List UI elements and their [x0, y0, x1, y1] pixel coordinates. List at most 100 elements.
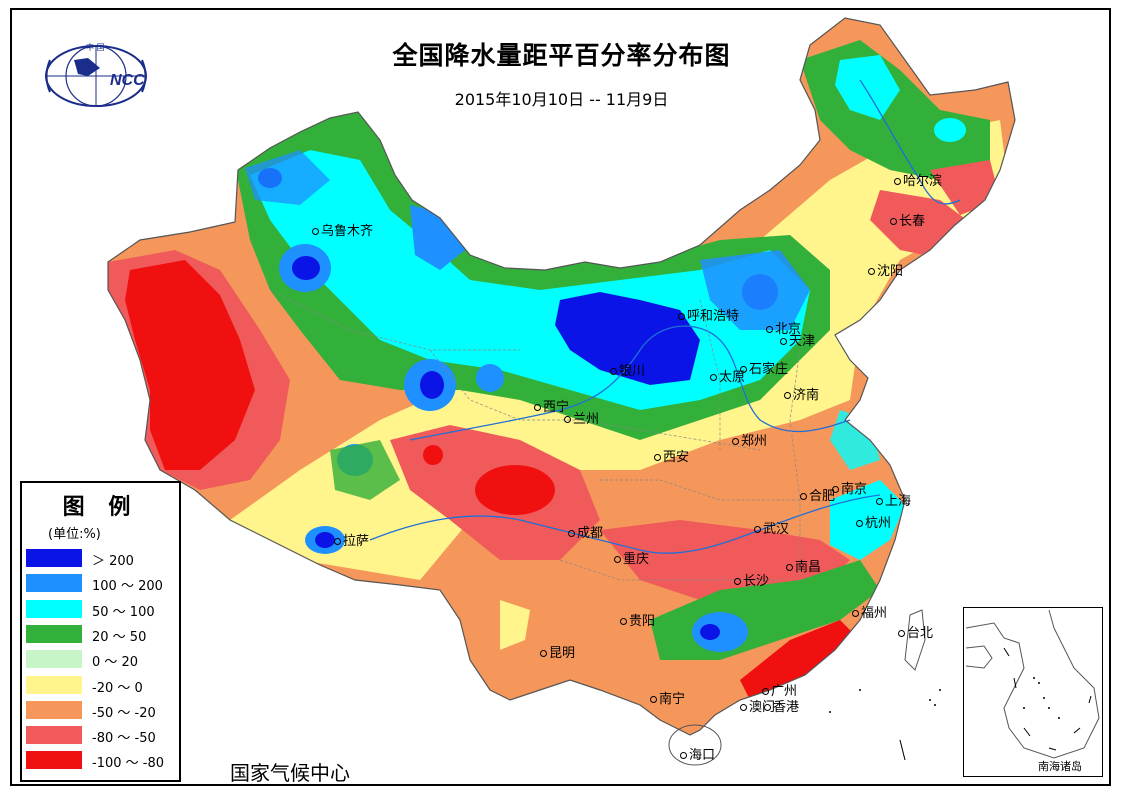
city-label: 武汉 [754, 518, 789, 537]
legend-label: -80 ～ -50 [92, 731, 156, 747]
city-name: 沈阳 [877, 264, 904, 279]
city-label: 澳门 [740, 696, 775, 715]
city-label: 长沙 [734, 570, 769, 589]
city-marker-icon [610, 368, 617, 375]
city-name: 武汉 [763, 522, 790, 537]
city-name: 北京 [775, 322, 802, 337]
map-subtitle: 2015年10月10日 -- 11月9日 [454, 90, 669, 109]
city-label: 贵阳 [620, 610, 655, 629]
legend-unit: (单位:%) [48, 527, 101, 542]
city-name: 成都 [577, 526, 604, 541]
city-marker-icon [894, 178, 901, 185]
legend-item: 20 ～ 50 [26, 624, 176, 645]
inset-label: 南海诸岛 [1038, 760, 1082, 773]
city-label: 乌鲁木齐 [312, 220, 373, 239]
city-marker-icon [890, 218, 897, 225]
city-label: 南宁 [650, 688, 685, 707]
city-marker-icon [832, 486, 839, 493]
city-name: 上海 [885, 494, 912, 509]
city-name: 银川 [619, 364, 646, 379]
city-label: 银川 [610, 360, 645, 379]
legend-swatch [26, 650, 82, 669]
legend-item: -50 ～ -20 [26, 700, 176, 721]
city-label: 呼和浩特 [678, 305, 739, 324]
city-name: 海口 [689, 748, 716, 763]
city-name: 合肥 [809, 489, 836, 504]
city-marker-icon [540, 650, 547, 657]
legend-item: 50 ～ 100 [26, 599, 176, 620]
city-name: 西宁 [543, 400, 570, 415]
city-label: 台北 [898, 622, 933, 641]
city-marker-icon [766, 326, 773, 333]
city-marker-icon [680, 752, 687, 759]
city-name: 哈尔滨 [903, 174, 943, 189]
logo-text: NCC [110, 72, 145, 89]
legend-label: -50 ～ -20 [92, 705, 156, 721]
city-label: 重庆 [614, 548, 649, 567]
city-name: 长沙 [743, 574, 770, 589]
city-name: 呼和浩特 [687, 309, 740, 324]
coastal-islands [829, 689, 941, 713]
city-label: 西宁 [534, 396, 569, 415]
city-label: 南昌 [786, 556, 821, 575]
city-marker-icon [312, 228, 319, 235]
city-label: 兰州 [564, 408, 599, 427]
city-name: 福州 [861, 606, 888, 621]
city-name: 乌鲁木齐 [321, 224, 374, 239]
city-label: 成都 [568, 522, 603, 541]
hainan-outline [668, 724, 722, 766]
city-name: 郑州 [741, 434, 768, 449]
city-label: 北京 [766, 318, 801, 337]
city-name: 南宁 [659, 692, 686, 707]
city-label: 杭州 [856, 512, 891, 531]
city-label: 哈尔滨 [894, 170, 942, 189]
city-label: 香港 [764, 696, 799, 715]
city-name: 太原 [719, 370, 746, 385]
organization-name: 国家气候中心 [230, 761, 350, 785]
city-label: 广州 [762, 680, 797, 699]
legend-swatch [26, 751, 82, 770]
city-marker-icon [334, 538, 341, 545]
city-name: 南京 [841, 482, 868, 497]
city-marker-icon [898, 630, 905, 637]
city-label: 福州 [852, 602, 887, 621]
legend-label: -100 ～ -80 [92, 756, 165, 772]
city-marker-icon [620, 618, 627, 625]
city-label: 西安 [654, 446, 689, 465]
city-marker-icon [740, 366, 747, 373]
city-name: 昆明 [549, 646, 576, 661]
city-name: 香港 [773, 700, 800, 715]
city-marker-icon [734, 578, 741, 585]
city-name: 广州 [771, 684, 798, 699]
province-borders [269, 289, 801, 581]
rivers [369, 79, 961, 554]
city-marker-icon [732, 438, 739, 445]
city-name: 济南 [793, 388, 820, 403]
legend-swatch [26, 700, 82, 719]
city-label: 海口 [680, 744, 715, 763]
city-marker-icon [534, 404, 541, 411]
nine-dash-hint [899, 739, 906, 761]
city-label: 拉萨 [334, 530, 369, 549]
legend-label: ＞ 200 [92, 554, 134, 569]
city-name: 重庆 [623, 552, 650, 567]
city-marker-icon [784, 392, 791, 399]
city-label: 郑州 [732, 430, 767, 449]
city-marker-icon [650, 696, 657, 703]
city-label: 长春 [890, 210, 925, 229]
city-label: 上海 [876, 490, 911, 509]
city-marker-icon [800, 493, 807, 500]
city-name: 杭州 [865, 516, 892, 531]
legend-swatch [26, 549, 82, 567]
city-label: 太原 [710, 366, 745, 385]
city-marker-icon [654, 454, 661, 461]
city-name: 西安 [663, 450, 690, 465]
legend-item: -100 ～ -80 [26, 751, 176, 771]
legend-label: 100 ～ 200 [92, 579, 163, 595]
city-marker-icon [614, 556, 621, 563]
legend-swatch [26, 726, 82, 745]
city-label: 昆明 [540, 642, 575, 661]
legend-swatch [26, 675, 82, 694]
city-marker-icon [780, 338, 787, 345]
